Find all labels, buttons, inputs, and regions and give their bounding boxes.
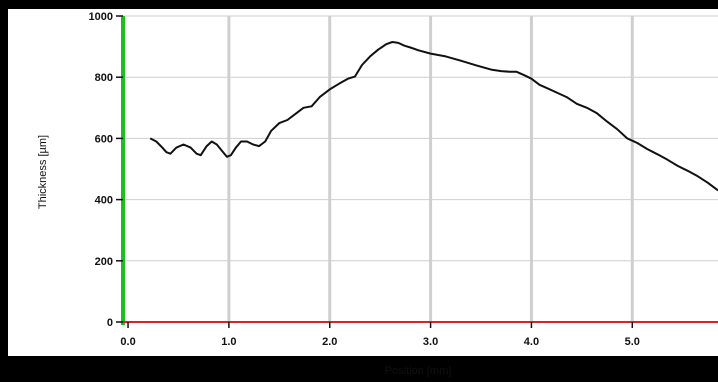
- plot-area: [8, 9, 718, 356]
- x-tick-label: 2.0: [322, 336, 337, 348]
- y-tick-label: 0: [107, 317, 113, 329]
- y-axis-label: Thickness [µm]: [37, 135, 49, 209]
- x-axis-label: Position [mm]: [385, 365, 452, 377]
- x-tick-label: 5.0: [625, 336, 640, 348]
- axes: [116, 15, 718, 328]
- x-tick-label: 3.0: [423, 336, 438, 348]
- y-tick-label: 1000: [89, 11, 113, 23]
- y-tick-label: 600: [95, 133, 113, 145]
- series-line-thickness: [149, 41, 718, 192]
- x-tick-label: 1.0: [221, 336, 236, 348]
- x-tick-label: 0.0: [120, 336, 135, 348]
- grid-lines: [123, 15, 718, 322]
- y-tick-label: 400: [95, 195, 113, 207]
- x-tick-label: 4.0: [524, 336, 539, 348]
- y-tick-label: 800: [95, 72, 113, 84]
- y-tick-label: 200: [95, 256, 113, 268]
- tick-labels: 0 200 400 600 800 1000 0.0 1.0 2.0 3.0 4.0 5.0: [89, 11, 640, 348]
